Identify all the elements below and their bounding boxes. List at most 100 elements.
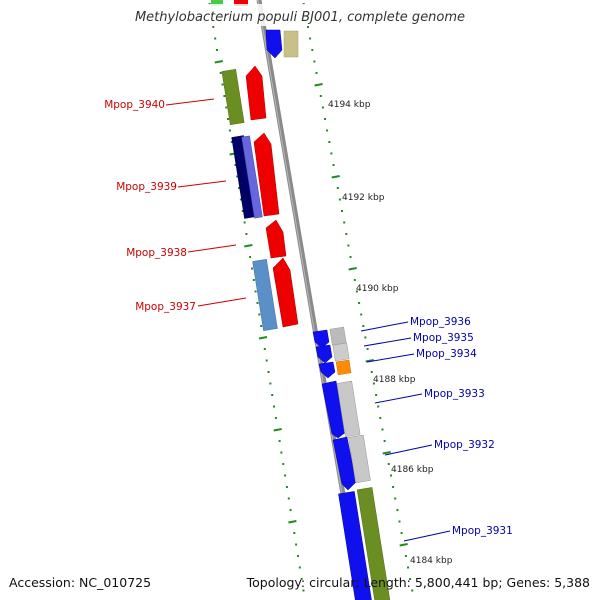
gene-feature-mpop-3940 bbox=[221, 68, 245, 126]
tick-dot bbox=[285, 486, 288, 488]
gene-label-mpop-3940: Mpop_3940 bbox=[104, 99, 165, 111]
tick-dot bbox=[353, 279, 356, 281]
tick-dot bbox=[245, 233, 248, 235]
tick-dot bbox=[355, 290, 358, 293]
cds-arrow bbox=[265, 29, 283, 59]
feature-top-green bbox=[211, 0, 223, 6]
tick-dot bbox=[377, 405, 380, 408]
tick-mark bbox=[258, 336, 268, 340]
tick-dot bbox=[407, 566, 409, 569]
tick-dot bbox=[300, 578, 303, 580]
tick-dot bbox=[372, 382, 375, 385]
gene-feature bbox=[283, 30, 299, 58]
tick-dot bbox=[212, 26, 215, 28]
tick-dot bbox=[297, 555, 299, 557]
kbp-label: 4184 kbp bbox=[410, 556, 453, 566]
tick-mark bbox=[214, 60, 223, 64]
gene-label-mpop-3931: Mpop_3931 bbox=[452, 525, 513, 537]
tick-mark bbox=[365, 359, 374, 363]
gene-feature bbox=[329, 326, 347, 346]
cds-arrow-mpop-3936 bbox=[312, 329, 330, 349]
tick-dot bbox=[254, 290, 257, 293]
kbp-label: 4194 kbp bbox=[328, 100, 371, 110]
tick-mark bbox=[314, 83, 323, 87]
gene-feature-mpop-3939b bbox=[241, 135, 263, 219]
tick-dot bbox=[273, 405, 275, 408]
tick-dot bbox=[225, 106, 228, 109]
tick-dot bbox=[324, 118, 326, 120]
gene-labels: Mpop_3940 Mpop_3939 Mpop_3938 Mpop_3937 … bbox=[104, 99, 513, 537]
tick-dot bbox=[214, 37, 217, 40]
tick-dot bbox=[252, 279, 255, 281]
kbp-label: 4192 kbp bbox=[342, 193, 385, 203]
tick-dot bbox=[409, 578, 412, 580]
tick-dot bbox=[249, 256, 252, 258]
tick-dot bbox=[375, 394, 378, 396]
tick-dot bbox=[221, 83, 224, 86]
tick-dot bbox=[230, 141, 233, 143]
tick-dot bbox=[280, 451, 283, 454]
gene-label-mpop-3938: Mpop_3938 bbox=[126, 247, 187, 259]
tick-mark bbox=[273, 428, 282, 432]
gene-feature-mpop-3931 bbox=[338, 491, 372, 600]
tick-dot bbox=[241, 210, 244, 212]
tick-dot bbox=[392, 486, 395, 488]
tick-dot bbox=[251, 267, 253, 270]
tick-dot bbox=[243, 221, 246, 224]
kbp-label: 4186 kbp bbox=[391, 465, 434, 475]
tick-dot bbox=[239, 198, 242, 201]
tick-dot bbox=[315, 72, 318, 74]
tick-dot bbox=[370, 371, 373, 373]
tick-dots bbox=[208, 3, 414, 592]
tick-dot bbox=[269, 382, 272, 385]
kbp-labels: 4194 kbp 4192 kbp 4190 kbp 4188 kbp 4186… bbox=[328, 100, 453, 566]
gene-feature-mpop-3931b bbox=[356, 487, 391, 600]
kbp-label: 4188 kbp bbox=[373, 375, 416, 385]
cds-arrow-mpop-3932 bbox=[332, 436, 357, 491]
tick-dot bbox=[227, 118, 229, 120]
tick-dot bbox=[364, 336, 367, 339]
label-leaders-reverse bbox=[165, 98, 247, 307]
tick-dot bbox=[336, 187, 339, 189]
gene-label-mpop-3936: Mpop_3936 bbox=[410, 316, 471, 328]
map-title: Methylobacterium populi BJ001, complete … bbox=[135, 10, 465, 25]
tick-dot bbox=[379, 417, 382, 419]
tick-dot bbox=[330, 152, 333, 155]
tick-mark bbox=[382, 451, 391, 455]
tick-dot bbox=[282, 463, 285, 465]
gene-feature-mpop-3937 bbox=[252, 259, 278, 331]
tick-dot bbox=[341, 210, 343, 212]
cds-arrow-mpop-3937 bbox=[272, 257, 299, 328]
tick-dot bbox=[398, 520, 401, 523]
tick-dot bbox=[345, 233, 348, 235]
tick-dot bbox=[236, 175, 239, 178]
tick-dot bbox=[228, 129, 231, 132]
accession-text: Accession: NC_010725 bbox=[9, 575, 152, 590]
tick-dot bbox=[271, 394, 274, 396]
cds-arrow-mpop-3934 bbox=[318, 361, 336, 379]
tick-dot bbox=[234, 164, 237, 166]
feature-top-red bbox=[234, 0, 248, 6]
tick-dot bbox=[295, 543, 298, 546]
label-leaders-forward bbox=[360, 321, 451, 542]
tick-dot bbox=[267, 371, 270, 373]
cds-arrow-mpop-3938 bbox=[265, 219, 287, 259]
tick-dot bbox=[326, 129, 329, 132]
tick-dot bbox=[396, 509, 399, 511]
tick-dot bbox=[313, 60, 316, 63]
tick-mark bbox=[244, 244, 253, 248]
tick-dot bbox=[258, 313, 261, 316]
tick-dot bbox=[383, 440, 386, 442]
gene-feature bbox=[332, 342, 350, 362]
genome-summary-text: Topology: circular; Length: 5,800,441 bp… bbox=[246, 575, 590, 590]
tick-dot bbox=[260, 325, 263, 327]
tick-dot bbox=[387, 463, 390, 465]
tick-dot bbox=[256, 302, 259, 304]
tick-dot bbox=[265, 359, 268, 362]
gene-label-mpop-3935: Mpop_3935 bbox=[413, 332, 474, 344]
tick-dot bbox=[302, 589, 305, 592]
title-backdrop bbox=[124, 4, 476, 26]
tick-dot bbox=[338, 198, 341, 201]
tick-dot bbox=[390, 474, 392, 477]
